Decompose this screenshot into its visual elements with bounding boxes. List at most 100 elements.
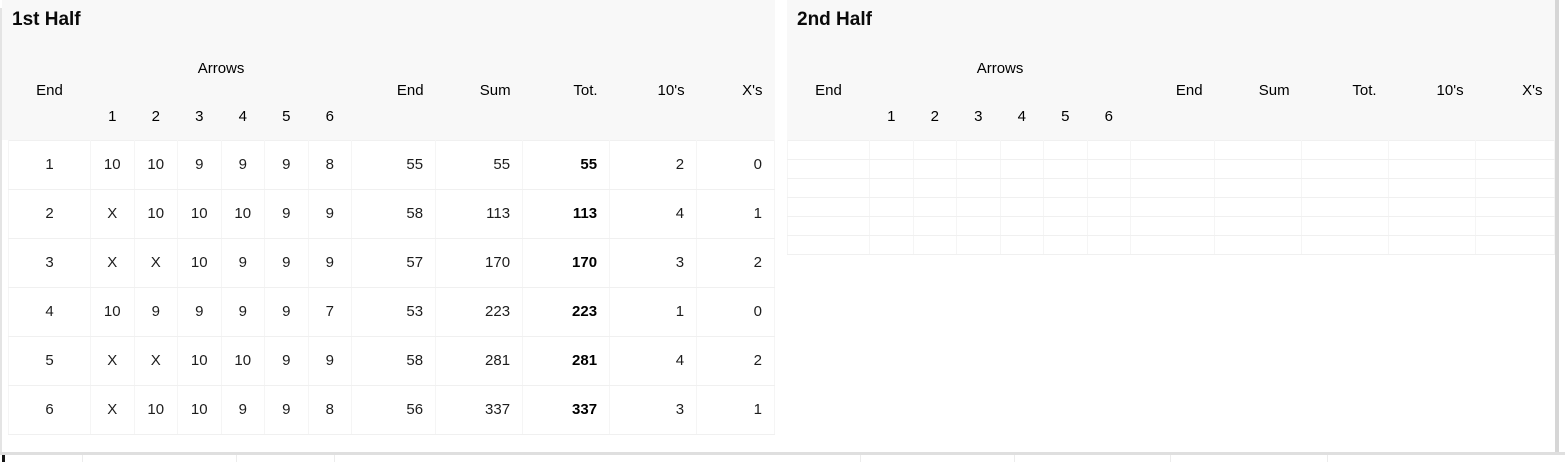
arrow-4-score-cell[interactable] xyxy=(1000,178,1044,198)
arrow-2-score-cell[interactable] xyxy=(913,178,957,198)
arrow-2-score-cell[interactable]: 10 xyxy=(134,189,178,239)
arrow-4-score-cell[interactable] xyxy=(1000,216,1044,236)
arrow-2-score-cell[interactable]: X xyxy=(134,238,178,288)
left-panel-border xyxy=(0,8,2,452)
end-number-cell xyxy=(787,197,870,217)
arrow-3-score-cell[interactable]: 9 xyxy=(177,139,222,190)
arrow-1-score-cell[interactable]: X xyxy=(90,385,135,435)
end-row: 6 X 10 10 9 9 8 56 337 337 3 1 xyxy=(8,385,775,435)
arrow-6-score-cell[interactable] xyxy=(1087,216,1132,236)
next-table-gridline xyxy=(860,455,861,462)
end-total-cell: 58 xyxy=(351,336,437,386)
end-number-cell: 4 xyxy=(8,287,91,337)
arrow-5-score-cell[interactable] xyxy=(1043,178,1088,198)
bottom-divider xyxy=(0,452,1565,455)
arrow-6-score-cell[interactable]: 9 xyxy=(308,336,353,386)
end-number-cell: 2 xyxy=(8,189,91,239)
arrow-5-score-cell[interactable]: 9 xyxy=(264,189,309,239)
end-number-cell xyxy=(787,216,870,236)
arrow-5-score-cell[interactable]: 9 xyxy=(264,139,309,190)
arrow-4-score-cell[interactable]: 10 xyxy=(221,336,265,386)
arrow-6-score-cell[interactable] xyxy=(1087,178,1132,198)
arrows-group-header: Arrows xyxy=(976,59,1024,77)
arrow-4-score-cell[interactable] xyxy=(1000,197,1044,217)
arrow-3-score-cell[interactable]: 9 xyxy=(177,287,222,337)
xs-count-cell: 1 xyxy=(696,385,775,435)
arrow-1-score-cell[interactable] xyxy=(869,159,914,179)
end-total-cell: 55 xyxy=(351,139,437,190)
tens-count-cell xyxy=(1388,139,1477,160)
arrow-4-score-cell[interactable] xyxy=(1000,235,1044,255)
arrow-4-column-header: 4 xyxy=(1017,108,1026,126)
arrow-6-score-cell[interactable] xyxy=(1087,235,1132,255)
arrow-6-score-cell[interactable]: 7 xyxy=(308,287,353,337)
end-column-header: End xyxy=(36,82,63,100)
arrow-3-score-cell[interactable] xyxy=(956,216,1001,236)
arrow-4-score-cell[interactable] xyxy=(1000,139,1044,160)
arrow-1-score-cell[interactable]: X xyxy=(90,336,135,386)
arrow-5-score-cell[interactable] xyxy=(1043,197,1088,217)
vertical-scrollbar[interactable] xyxy=(1555,0,1559,452)
arrow-1-score-cell[interactable]: 10 xyxy=(90,139,135,190)
arrow-1-score-cell[interactable] xyxy=(869,216,914,236)
arrow-2-score-cell[interactable] xyxy=(913,197,957,217)
tens-count-cell xyxy=(1388,216,1477,236)
arrow-2-score-cell[interactable]: 9 xyxy=(134,287,178,337)
arrow-6-score-cell[interactable]: 8 xyxy=(308,385,353,435)
first-half-section: 1st Half End Arrows End Sum Tot. 10's X'… xyxy=(2,0,775,452)
arrow-2-score-cell[interactable] xyxy=(913,216,957,236)
arrow-4-score-cell[interactable]: 9 xyxy=(221,287,265,337)
arrow-2-score-cell[interactable] xyxy=(913,139,957,160)
arrow-4-score-cell[interactable]: 9 xyxy=(221,385,265,435)
arrow-4-score-cell[interactable] xyxy=(1000,159,1044,179)
arrow-1-score-cell[interactable] xyxy=(869,235,914,255)
arrow-1-score-cell[interactable] xyxy=(869,197,914,217)
tens-count-cell: 3 xyxy=(609,385,698,435)
xs-count-cell xyxy=(1475,235,1555,255)
arrow-6-score-cell[interactable]: 9 xyxy=(308,238,353,288)
arrow-3-score-cell[interactable] xyxy=(956,139,1001,160)
arrow-5-score-cell[interactable] xyxy=(1043,139,1088,160)
running-sum-cell: 337 xyxy=(435,385,524,435)
end-row xyxy=(787,139,1555,160)
second-half-score-table: End Arrows End Sum Tot. 10's X's 1 2 3 4… xyxy=(787,42,1555,255)
arrow-1-score-cell[interactable] xyxy=(869,139,914,160)
tens-count-cell xyxy=(1388,178,1477,198)
arrow-4-score-cell[interactable]: 9 xyxy=(221,139,265,190)
xs-count-cell: 0 xyxy=(696,287,775,337)
arrow-3-score-cell[interactable]: 10 xyxy=(177,336,222,386)
arrow-5-score-cell[interactable]: 9 xyxy=(264,336,309,386)
arrow-6-score-cell[interactable]: 8 xyxy=(308,139,353,190)
running-sum-cell xyxy=(1214,139,1303,160)
arrow-1-score-cell[interactable]: X xyxy=(90,238,135,288)
next-table-gridline xyxy=(1014,455,1015,462)
arrow-5-score-cell[interactable] xyxy=(1043,216,1088,236)
arrow-5-score-cell[interactable] xyxy=(1043,235,1088,255)
arrow-3-score-cell[interactable]: 10 xyxy=(177,189,222,239)
arrow-3-score-cell[interactable]: 10 xyxy=(177,385,222,435)
arrow-3-score-cell[interactable] xyxy=(956,197,1001,217)
arrow-2-score-cell[interactable] xyxy=(913,159,957,179)
arrow-5-score-cell[interactable]: 9 xyxy=(264,287,309,337)
arrow-3-score-cell[interactable] xyxy=(956,159,1001,179)
arrow-4-score-cell[interactable]: 10 xyxy=(221,189,265,239)
arrow-5-score-cell[interactable]: 9 xyxy=(264,385,309,435)
arrow-3-score-cell[interactable] xyxy=(956,235,1001,255)
arrow-4-score-cell[interactable]: 9 xyxy=(221,238,265,288)
arrow-2-score-cell[interactable]: X xyxy=(134,336,178,386)
arrow-1-score-cell[interactable] xyxy=(869,178,914,198)
arrow-3-score-cell[interactable] xyxy=(956,178,1001,198)
arrow-2-score-cell[interactable]: 10 xyxy=(134,385,178,435)
arrow-5-score-cell[interactable] xyxy=(1043,159,1088,179)
arrow-5-score-cell[interactable]: 9 xyxy=(264,238,309,288)
arrow-2-score-cell[interactable] xyxy=(913,235,957,255)
arrow-2-score-cell[interactable]: 10 xyxy=(134,139,178,190)
arrow-6-score-cell[interactable] xyxy=(1087,197,1132,217)
arrow-6-score-cell[interactable] xyxy=(1087,139,1132,160)
arrow-1-score-cell[interactable]: X xyxy=(90,189,135,239)
arrow-6-score-cell[interactable] xyxy=(1087,159,1132,179)
arrow-1-score-cell[interactable]: 10 xyxy=(90,287,135,337)
arrow-6-score-cell[interactable]: 9 xyxy=(308,189,353,239)
arrow-3-score-cell[interactable]: 10 xyxy=(177,238,222,288)
